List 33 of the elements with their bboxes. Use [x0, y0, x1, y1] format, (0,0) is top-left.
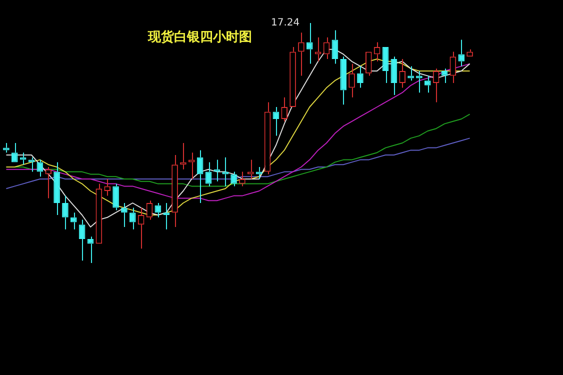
- candlestick: [424, 75, 431, 94]
- candlestick: [348, 63, 355, 98]
- candlestick: [87, 236, 94, 264]
- candlestick: [340, 56, 347, 106]
- candlestick: [54, 162, 60, 216]
- candlestick: [281, 96, 288, 122]
- candlestick: [264, 102, 271, 175]
- candlestick: [146, 200, 153, 220]
- candlestick: [332, 30, 338, 64]
- candlestick: [36, 159, 44, 178]
- candlestick: [399, 58, 406, 88]
- candlestick: [96, 183, 102, 244]
- candlestick: [441, 68, 448, 84]
- candlestick: [20, 152, 26, 166]
- candlestick: [172, 154, 178, 228]
- candlestick: [323, 36, 330, 60]
- candlestick: [432, 68, 440, 103]
- candlestick: [78, 219, 86, 262]
- candlestick: [70, 212, 77, 230]
- annotation: 17.24: [271, 18, 300, 29]
- candlestick: [365, 52, 372, 76]
- candlestick: [180, 142, 186, 170]
- candlestick: [390, 56, 398, 96]
- candlestick: [205, 162, 212, 187]
- candlestick: [163, 202, 170, 230]
- candlestick: [214, 159, 220, 182]
- candlestick: [290, 46, 296, 107]
- candlestick: [196, 150, 204, 204]
- candlestick: [62, 195, 68, 230]
- candlestick: [382, 47, 389, 84]
- text: 现货白银四小时图: [148, 29, 252, 46]
- candlestick: [450, 51, 456, 84]
- candlestick: [121, 202, 128, 228]
